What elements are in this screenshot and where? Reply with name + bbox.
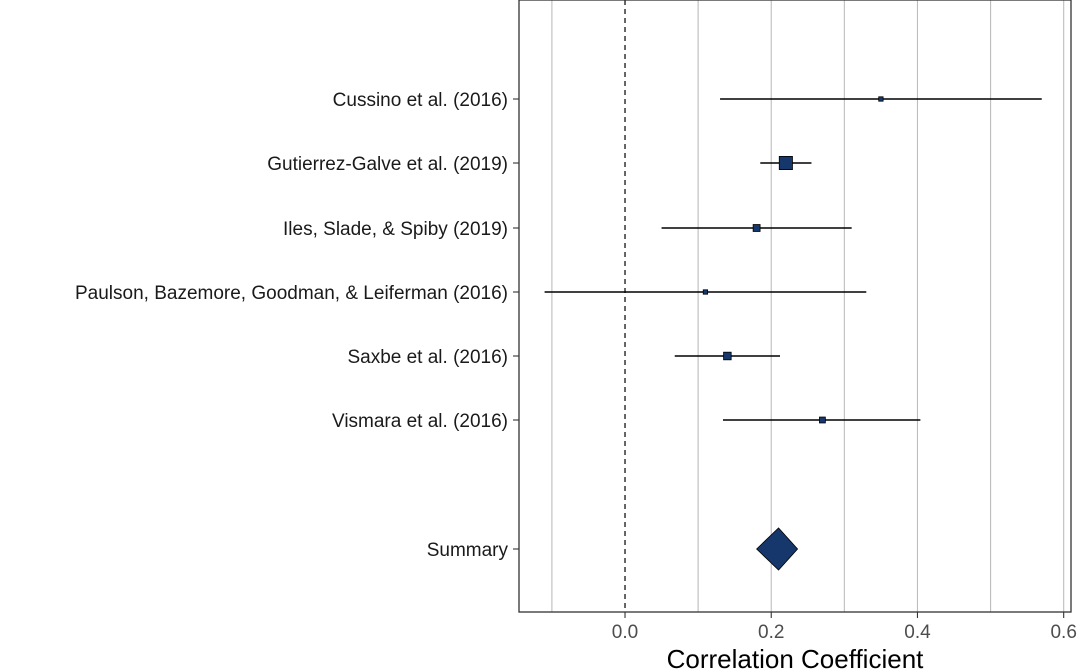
x-axis-ticks: 0.0 0.2 0.4 0.6	[612, 612, 1077, 643]
point-estimate-marker	[702, 289, 709, 295]
x-axis-title: Correlation Coefficient	[667, 644, 925, 672]
x-tick-label: 0.2	[758, 622, 784, 643]
study-label: Vismara et al. (2016)	[332, 411, 508, 432]
point-estimate-marker	[778, 155, 793, 170]
study-label: Gutierrez-Galve et al. (2019)	[267, 154, 508, 175]
point-estimate-marker	[723, 351, 732, 361]
study-labels: Cussino et al. (2016) Gutierrez-Galve et …	[75, 90, 519, 561]
plot-panel-border	[518, 0, 1072, 613]
marks-layer	[544, 96, 1042, 571]
point-estimate-marker	[752, 224, 761, 232]
study-label: Paulson, Bazemore, Goodman, & Leiferman …	[75, 283, 508, 304]
summary-label: Summary	[427, 540, 509, 561]
summary-diamond	[756, 527, 799, 571]
x-tick-label: 0.0	[612, 622, 638, 643]
x-tick-label: 0.6	[1050, 622, 1076, 643]
study-label: Saxbe et al. (2016)	[347, 347, 508, 368]
point-estimate-marker	[819, 416, 826, 424]
study-label: Cussino et al. (2016)	[333, 90, 508, 111]
grid-layer	[551, 0, 1065, 612]
point-estimate-marker	[878, 96, 884, 102]
x-tick-label: 0.4	[904, 622, 931, 643]
study-label: Iles, Slade, & Spiby (2019)	[283, 219, 508, 240]
